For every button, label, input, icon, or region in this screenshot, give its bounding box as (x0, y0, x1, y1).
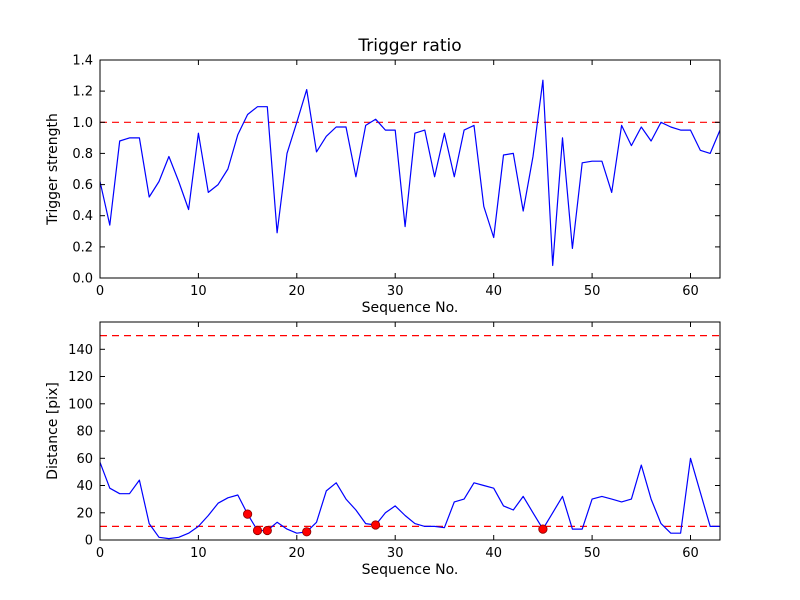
series-line-trigger-strength (99, 79, 721, 267)
y-tick-label: 20 (76, 506, 93, 521)
y-tick-label: 80 (76, 425, 93, 440)
event-marker (243, 509, 253, 519)
x-axis-label-bottom: Sequence No. (361, 562, 459, 578)
event-marker (252, 525, 263, 536)
y-tick-label: 0 (85, 534, 93, 549)
x-tick-label: 10 (190, 546, 207, 561)
y-tick-label: 0.4 (72, 209, 93, 224)
chart-title: Trigger ratio (358, 36, 462, 56)
x-tick-label: 30 (387, 284, 404, 299)
x-tick-label: 0 (96, 546, 104, 561)
subplot-2: 0 10 20 30 40 50 60 0 20 40 60 80 100 120 140 (68, 321, 721, 561)
y-tick-label: 0.6 (72, 178, 93, 193)
event-marker (302, 527, 312, 537)
y-tick-label: 0.2 (72, 240, 93, 255)
x-tick-label: 20 (289, 284, 306, 299)
axes-frame (99, 59, 721, 279)
x-tick-label: 10 (190, 284, 207, 299)
y-tick-label: 0.0 (72, 272, 93, 287)
x-tick-label: 40 (485, 284, 502, 299)
axes-frame (99, 321, 721, 541)
x-tick-label: 50 (584, 546, 601, 561)
event-marker (538, 524, 548, 534)
x-axis-label-top: Sequence No. (361, 300, 459, 316)
event-marker (370, 520, 381, 530)
subplot-1: 0 10 20 30 40 50 60 0.0 0.2 0.4 0.6 0.8 1.0 1.2 1.4 (72, 54, 721, 299)
x-tick-label: 50 (584, 284, 601, 299)
x-tick-label: 30 (387, 546, 404, 561)
y-tick-label: 1.4 (72, 54, 93, 69)
event-marker (262, 525, 272, 536)
y-tick-label: 1.0 (72, 116, 93, 131)
y-tick-label: 0.8 (72, 147, 93, 162)
x-tick-label: 40 (485, 546, 502, 561)
series-line-distance (99, 457, 720, 540)
y-tick-label: 120 (68, 370, 93, 385)
x-tick-label: 60 (682, 546, 699, 561)
y-tick-label: 140 (68, 343, 93, 358)
y-tick-label: 60 (76, 452, 93, 467)
y-axis-label-bottom: Distance [pix] (45, 382, 61, 480)
x-tick-label: 20 (289, 546, 306, 561)
y-axis-label-top: Trigger strength (45, 113, 61, 225)
y-tick-label: 1.2 (72, 85, 93, 100)
x-tick-label: 60 (682, 284, 699, 299)
y-tick-label: 100 (68, 397, 93, 412)
y-tick-label: 40 (76, 479, 93, 494)
x-tick-label: 0 (96, 284, 104, 299)
